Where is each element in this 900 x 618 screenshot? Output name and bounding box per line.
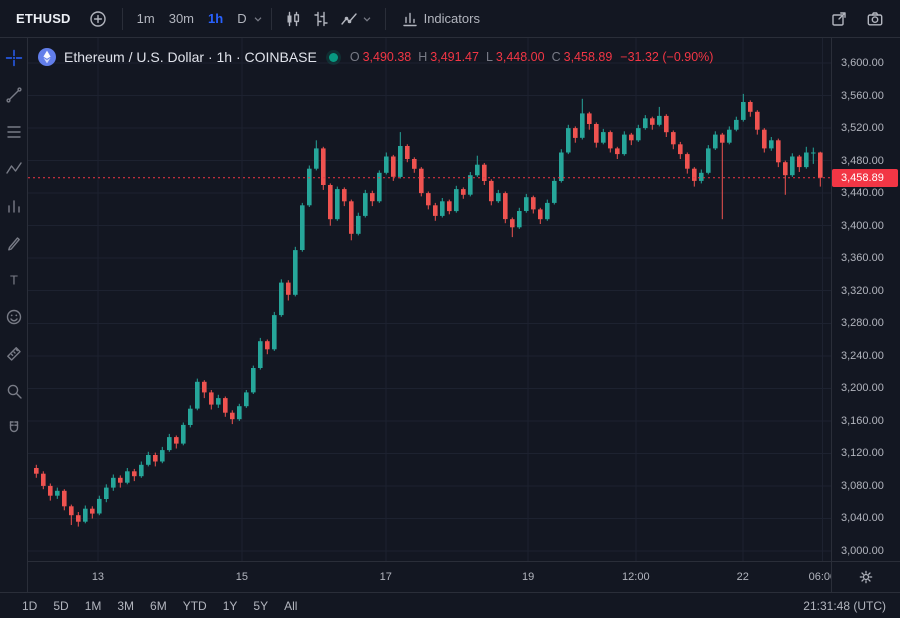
compare-add-button[interactable] [81,6,115,32]
price-axis-label: 3,000.00 [841,545,884,557]
range-3m-button[interactable]: 3M [117,598,135,613]
chevron-down-icon [361,13,373,25]
time-axis-label: 15 [235,571,248,583]
toolbar-separator [384,7,386,30]
ohlc-label: C [551,50,561,64]
range-6m-button[interactable]: 6M [150,598,167,613]
ohlc-value: 3,448.00 [495,50,545,64]
price-axis[interactable]: 3,600.00 3,560.00 3,520.00 3,480.00 3,440.00… [831,38,900,562]
symbol-button[interactable]: ETHUSD [16,11,71,26]
area-style-button[interactable] [335,6,378,32]
bar-style-icon [312,10,330,28]
time-axis-label: 17 [379,571,392,583]
text-tool-icon[interactable]: T [4,270,24,290]
bar-style-button[interactable] [307,6,335,32]
interval-group: 1m 30m 1h D [130,7,264,30]
range-group: 1D 5D 1M 3M 6M YTD 1Y 5Y All [14,599,305,613]
time-axis-label: 12:00 [622,571,650,583]
candlestick-style-icon [284,10,302,28]
magnet-icon[interactable] [4,418,24,438]
price-axis-label: 3,440.00 [841,187,884,200]
ohlc-label: H [418,50,428,64]
current-price-tag: 3,458.89 [832,168,898,187]
ohlc-value: 3,491.47 [430,50,479,64]
fib-retracement-icon[interactable] [4,122,24,142]
indicators-label: Indicators [423,11,480,26]
time-axis-label: 19 [521,571,535,583]
price-axis-label: 3,280.00 [841,317,884,330]
indicators-icon [401,10,419,28]
price-axis-label: 3,600.00 [841,57,884,69]
top-toolbar: ETHUSD 1m 30m 1h D Indicators [0,0,900,38]
change-value: −31.32 (−0.90%) [620,50,714,64]
price-axis-label: 3,040.00 [841,512,884,525]
price-axis-label: 3,080.00 [841,479,884,492]
indicators-button[interactable]: Indicators [393,6,488,32]
price-axis-label: 3,160.00 [841,414,884,427]
chart-style-group [279,6,378,32]
area-style-icon [340,10,358,28]
chart-region: Ethereum / U.S. Dollar · 1h · COINBASE O… [28,38,900,592]
time-axis[interactable]: 13 15 17 19 12:00 22 06:00 [28,561,832,592]
range-5y-button[interactable]: 5Y [253,598,269,613]
pattern-icon[interactable] [4,159,24,179]
crosshair-icon[interactable] [4,48,24,68]
emoji-icon[interactable] [4,307,24,327]
range-1m-button[interactable]: 1M [84,598,102,613]
interval-1m-button[interactable]: 1m [136,11,155,26]
price-axis-label: 3,240.00 [841,349,884,362]
gear-icon [858,569,874,585]
camera-icon [866,10,884,28]
snapshot-button[interactable] [858,6,892,32]
forecast-icon[interactable] [4,196,24,216]
chart-legend: Ethereum / U.S. Dollar · 1h · COINBASE O… [38,48,713,66]
ohlc-value: 3,458.89 [563,50,613,64]
market-status-dot[interactable] [328,52,338,62]
svg-text:T: T [10,273,18,288]
bottom-toolbar: 1D 5D 1M 3M 6M YTD 1Y 5Y All 21:31:48 (UTC) [0,592,900,618]
clock[interactable]: 21:31:48 (UTC) [803,598,886,613]
price-axis-label: 3,320.00 [841,284,884,297]
measure-icon[interactable] [4,344,24,364]
plus-circle-icon [89,10,107,28]
toolbar-separator [270,7,272,30]
axis-settings-button[interactable] [831,561,900,592]
toolbar-separator [121,7,123,30]
ohlc-label: L [485,50,493,64]
ethereum-logo-icon [38,48,56,66]
time-axis-label: 13 [91,571,105,583]
trend-line-icon[interactable] [4,85,24,105]
ohlc-label: O [349,50,360,64]
brush-icon[interactable] [4,233,24,253]
time-axis-label: 22 [736,571,749,583]
open-popup-button[interactable] [822,6,856,32]
price-axis-label: 3,400.00 [841,219,884,232]
popout-icon [830,10,848,28]
chevron-down-icon[interactable] [252,13,264,25]
interval-d-button[interactable]: D [237,11,247,26]
range-5d-button[interactable]: 5D [53,598,69,613]
price-axis-label: 3,560.00 [841,89,884,102]
ohlc-value: 3,490.38 [362,50,412,64]
candlestick-style-button[interactable] [279,6,307,32]
zoom-icon[interactable] [4,381,24,401]
left-toolbar: T [0,38,28,592]
price-axis-label: 3,360.00 [841,252,884,265]
interval-30m-button[interactable]: 30m [168,11,195,26]
interval-1h-button[interactable]: 1h [208,11,224,26]
range-ytd-button[interactable]: YTD [182,598,207,613]
price-axis-label: 3,520.00 [841,122,884,135]
range-1d-button[interactable]: 1D [22,598,38,613]
price-axis-label: 3,120.00 [841,447,884,460]
price-axis-label: 3,200.00 [841,382,884,395]
candlestick-chart[interactable] [28,38,832,562]
price-axis-label: 3,480.00 [841,154,884,167]
legend-title[interactable]: Ethereum / U.S. Dollar · 1h · COINBASE [64,49,317,65]
chart-pane[interactable] [28,38,832,562]
range-1y-button[interactable]: 1Y [222,598,238,613]
time-axis-label: 06:00 [808,571,832,583]
range-all-button[interactable]: All [284,598,298,613]
ohlc-values: O 3,490.38 H 3,491.47 L 3,448.00 C 3,458.89 [350,50,612,64]
